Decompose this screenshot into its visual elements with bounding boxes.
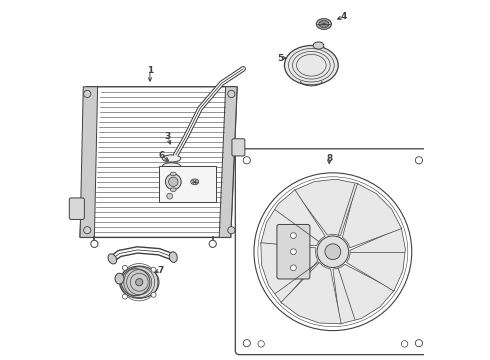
Ellipse shape <box>169 252 177 262</box>
Polygon shape <box>219 87 237 237</box>
Polygon shape <box>294 179 358 236</box>
Circle shape <box>243 339 250 347</box>
Circle shape <box>325 244 341 260</box>
Polygon shape <box>333 264 394 324</box>
Circle shape <box>228 226 235 234</box>
FancyBboxPatch shape <box>69 198 84 220</box>
Polygon shape <box>346 228 405 291</box>
Circle shape <box>401 341 408 347</box>
Circle shape <box>136 279 143 286</box>
Ellipse shape <box>120 266 159 298</box>
Text: 1: 1 <box>147 66 153 75</box>
Ellipse shape <box>171 172 176 176</box>
Text: 3: 3 <box>165 132 171 141</box>
Polygon shape <box>261 243 318 303</box>
Circle shape <box>228 90 235 98</box>
Circle shape <box>84 90 91 98</box>
Polygon shape <box>343 183 402 248</box>
Ellipse shape <box>122 269 150 296</box>
Ellipse shape <box>191 179 199 185</box>
Text: 7: 7 <box>158 266 164 275</box>
Circle shape <box>167 193 172 199</box>
Ellipse shape <box>162 186 181 194</box>
Polygon shape <box>80 87 98 237</box>
Circle shape <box>291 265 296 271</box>
Ellipse shape <box>171 188 176 192</box>
Text: 6: 6 <box>159 151 165 160</box>
Polygon shape <box>80 87 237 237</box>
FancyBboxPatch shape <box>277 225 310 279</box>
Circle shape <box>84 226 91 234</box>
Circle shape <box>169 177 178 186</box>
FancyBboxPatch shape <box>235 149 430 355</box>
Ellipse shape <box>162 155 181 162</box>
Text: 8: 8 <box>326 154 332 163</box>
Ellipse shape <box>108 254 117 264</box>
Ellipse shape <box>317 19 331 30</box>
Circle shape <box>317 236 349 267</box>
Ellipse shape <box>285 45 338 85</box>
Circle shape <box>416 157 422 164</box>
Circle shape <box>151 292 156 297</box>
Bar <box>159 166 216 202</box>
Text: 2: 2 <box>136 270 142 279</box>
Circle shape <box>291 233 296 238</box>
Ellipse shape <box>313 42 324 49</box>
Ellipse shape <box>319 21 329 28</box>
Circle shape <box>243 157 250 164</box>
Circle shape <box>291 249 296 255</box>
FancyBboxPatch shape <box>232 139 245 156</box>
Circle shape <box>258 341 265 347</box>
Circle shape <box>209 240 216 247</box>
Ellipse shape <box>162 171 181 178</box>
Polygon shape <box>261 190 325 246</box>
Circle shape <box>122 294 127 299</box>
Ellipse shape <box>162 163 181 170</box>
Circle shape <box>151 267 156 272</box>
Ellipse shape <box>162 179 181 186</box>
Circle shape <box>166 174 181 190</box>
Polygon shape <box>281 262 341 324</box>
Text: 5: 5 <box>278 54 284 63</box>
Ellipse shape <box>115 273 124 284</box>
Circle shape <box>416 339 422 347</box>
Circle shape <box>122 265 127 270</box>
Text: 4: 4 <box>341 12 347 21</box>
Circle shape <box>91 240 98 247</box>
